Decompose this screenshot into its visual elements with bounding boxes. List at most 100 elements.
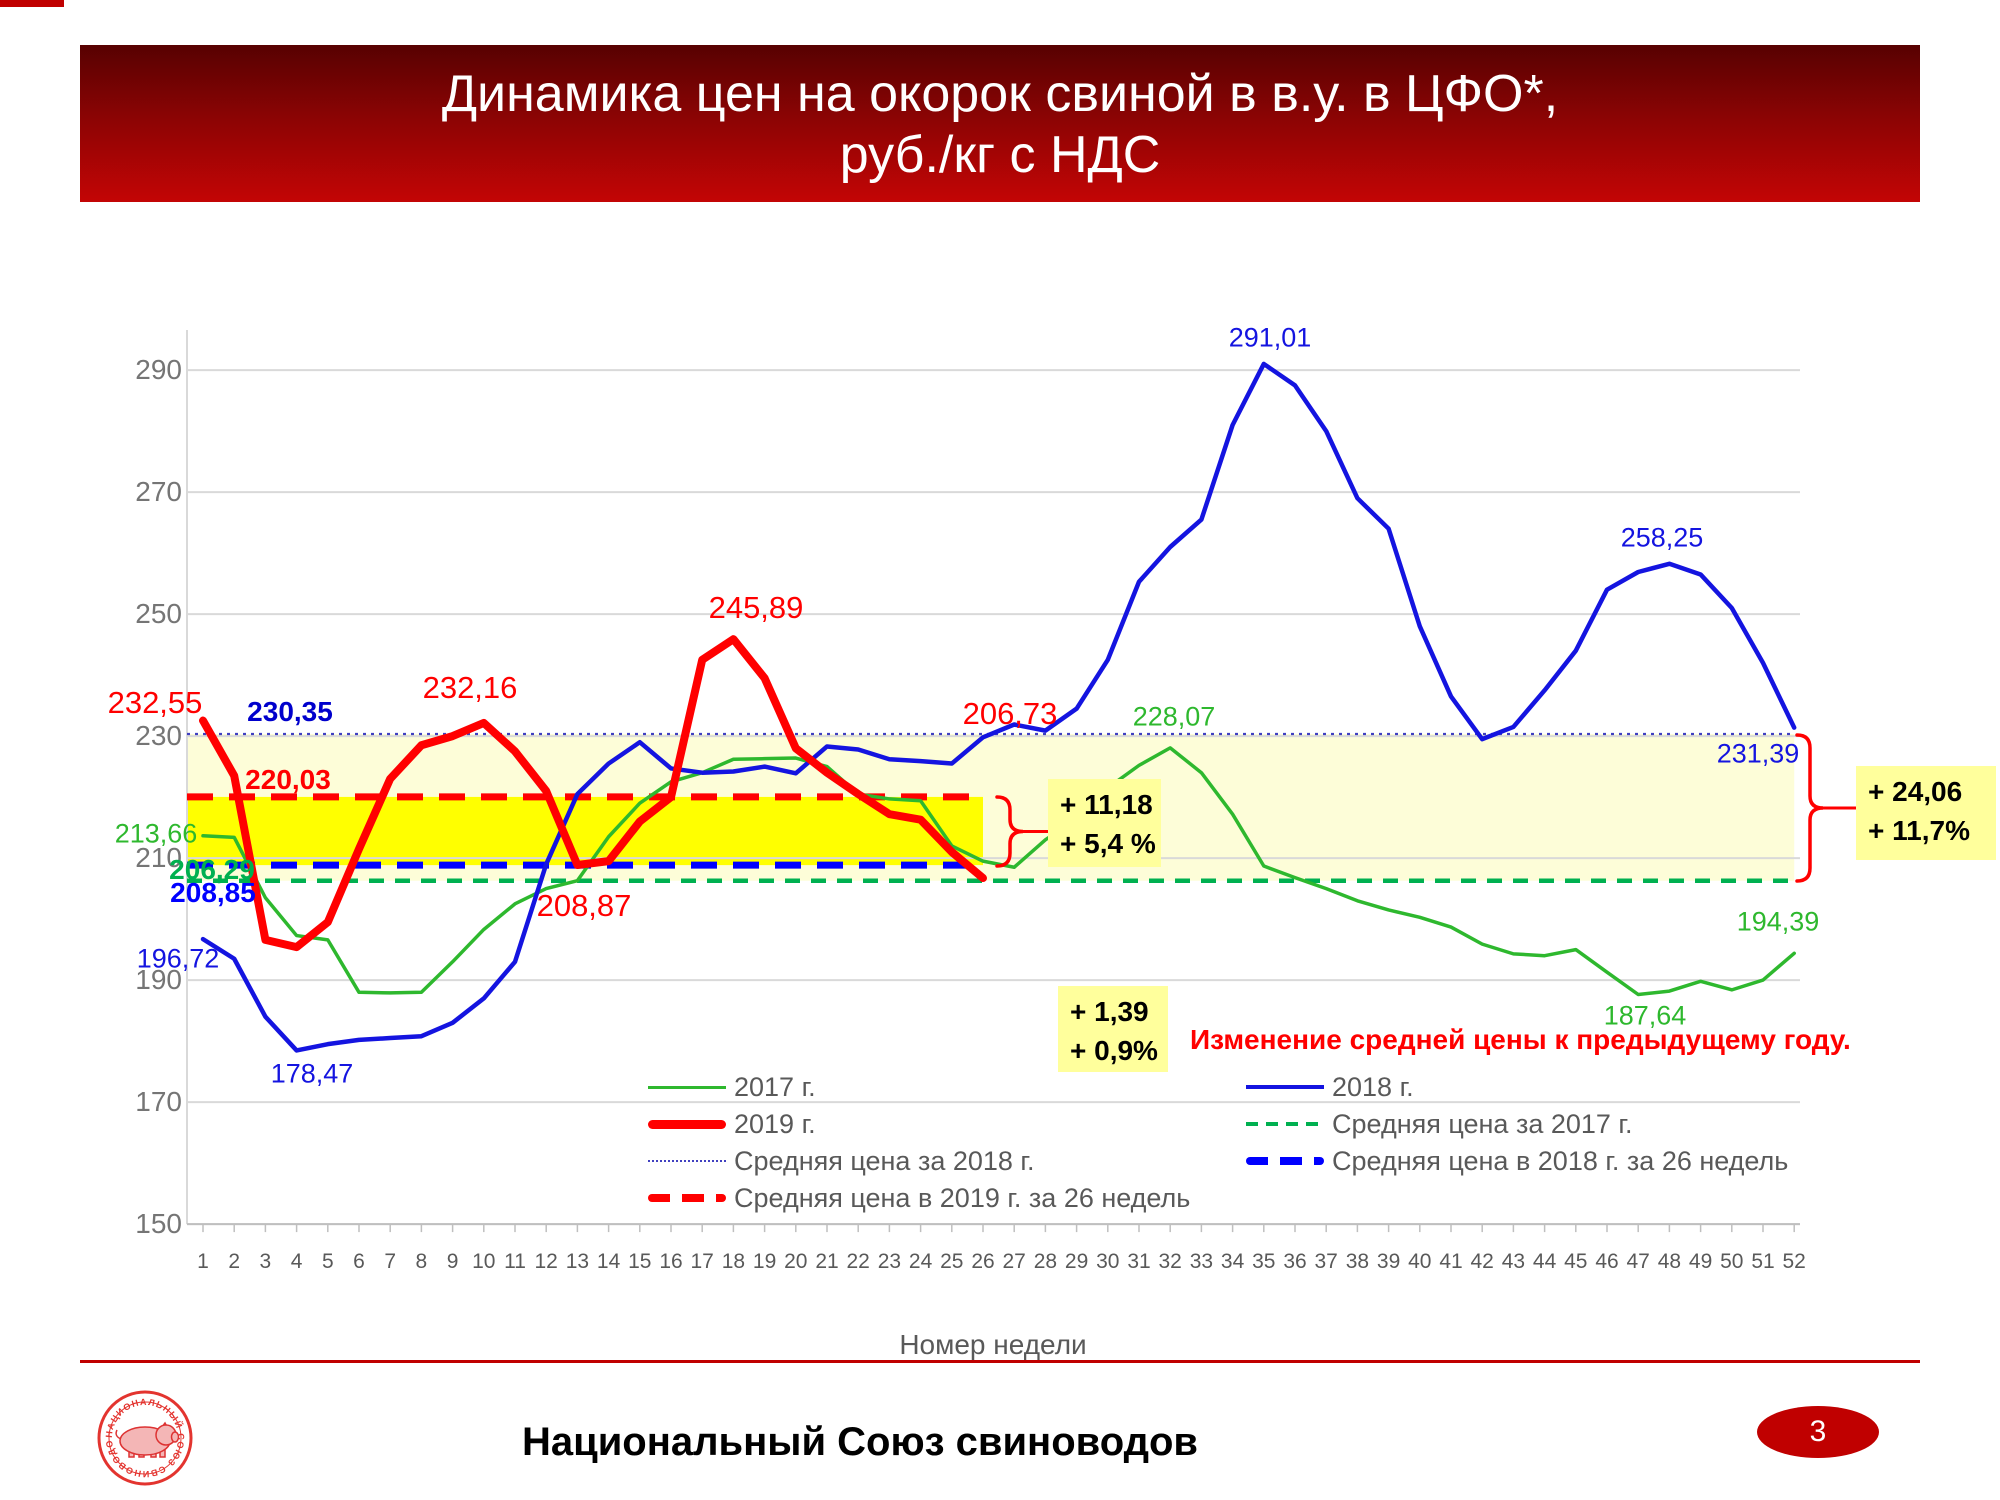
legend-swatch: [648, 1085, 726, 1089]
change-note: Изменение средней цены к предыдущему год…: [1190, 1024, 1851, 1055]
legend-item: Средняя цена за 2017 г.: [1246, 1106, 1632, 1142]
change-callout: + 1,39 + 0,9%: [1058, 986, 1168, 1072]
legend-label: Средняя цена за 2018 г.: [734, 1145, 1035, 1176]
legend-swatch: [1246, 1122, 1324, 1126]
page-number: 3: [1809, 1415, 1827, 1448]
legend-label: 2019 г.: [734, 1108, 816, 1139]
change-callout: + 24,06 + 11,7%: [1856, 766, 1996, 860]
legend-item: Средняя цена за 2018 г.: [648, 1143, 1034, 1179]
legend-label: Средняя цена в 2018 г. за 26 недель: [1332, 1145, 1789, 1176]
legend-label: 2017 г.: [734, 1071, 816, 1102]
x-tick-label: 42: [1470, 1250, 1494, 1273]
slide-title-banner: Динамика цен на окорок свиной в в.у. в Ц…: [80, 45, 1920, 202]
x-tick-label: 6: [353, 1250, 365, 1273]
x-tick-label: 39: [1376, 1250, 1401, 1273]
series-2018: [200, 361, 1797, 1053]
legend-label: Средняя цена в 2019 г. за 26 недель: [734, 1182, 1191, 1213]
x-tick-label: 36: [1283, 1250, 1307, 1273]
value-label: 232,55: [107, 685, 203, 720]
x-tick-label: 14: [596, 1250, 621, 1273]
x-tick-label: 43: [1501, 1250, 1526, 1273]
x-tick-label: 49: [1688, 1250, 1713, 1273]
y-tick-label: 290: [135, 354, 182, 386]
legend-item: Средняя цена в 2018 г. за 26 недель: [1246, 1143, 1788, 1179]
x-tick-label: 24: [908, 1250, 933, 1273]
legend-item: Средняя цена в 2019 г. за 26 недель: [648, 1180, 1190, 1216]
value-label: 231,39: [1716, 738, 1800, 769]
y-tick-label: 190: [135, 964, 182, 996]
value-label: 230,35: [247, 696, 333, 727]
legend-item: 2017 г.: [648, 1069, 816, 1105]
x-tick-label: 22: [846, 1250, 870, 1273]
value-label: 206,73: [962, 696, 1058, 731]
organization-logo: НАЦИОНАЛЬНЫЙ СОЮЗ СВИНОВОДОВ: [55, 1385, 193, 1486]
x-tick-label: 20: [784, 1250, 808, 1273]
value-label: 208,85: [170, 877, 256, 908]
y-tick-label: 270: [135, 476, 182, 508]
value-label: 178,47: [270, 1058, 354, 1089]
x-tick-label: 13: [565, 1250, 590, 1273]
value-label: 232,16: [422, 670, 518, 705]
legend-swatch: [1246, 1085, 1324, 1089]
x-tick-label: 38: [1345, 1250, 1370, 1273]
x-tick-label: 18: [721, 1250, 746, 1273]
value-label: 245,89: [708, 590, 804, 625]
x-tick-label: 26: [971, 1250, 995, 1273]
x-tick-label: 32: [1158, 1250, 1182, 1273]
footer-divider: [80, 1360, 1920, 1363]
x-tick-label: 35: [1252, 1250, 1276, 1273]
x-tick-label: 21: [815, 1250, 839, 1273]
x-tick-label: 46: [1595, 1250, 1619, 1273]
value-label: 194,39: [1736, 906, 1820, 937]
x-tick-label: 47: [1626, 1250, 1650, 1273]
y-tick-label: 170: [135, 1086, 182, 1118]
x-tick-label: 7: [384, 1250, 397, 1273]
x-tick-label: 41: [1439, 1250, 1463, 1273]
footer-organization-name: Национальный Союз свиноводов: [521, 1420, 1199, 1464]
x-tick-label: 12: [534, 1250, 558, 1273]
legend-swatch: [648, 1160, 726, 1162]
page-title-line1: Динамика цен на окорок свиной в в.у. в Ц…: [441, 65, 1559, 123]
value-label: 220,03: [245, 764, 331, 795]
x-axis-title: Номер недели: [899, 1329, 1087, 1360]
x-tick-label: 33: [1189, 1250, 1214, 1273]
x-tick-label: 52: [1782, 1250, 1806, 1273]
x-tick-label: 10: [472, 1250, 496, 1273]
value-label: 258,25: [1620, 522, 1704, 553]
x-tick-label: 50: [1720, 1250, 1744, 1273]
x-tick-label: 4: [290, 1250, 303, 1273]
x-tick-label: 51: [1751, 1250, 1775, 1273]
x-tick-label: 9: [446, 1250, 459, 1273]
y-tick-label: 210: [135, 842, 182, 874]
x-tick-label: 15: [628, 1250, 652, 1273]
top-left-accent-strip: [0, 0, 64, 7]
y-tick-label: 230: [135, 720, 182, 752]
x-tick-label: 16: [659, 1250, 683, 1273]
y-tick-label: 250: [135, 598, 182, 630]
x-tick-label: 31: [1127, 1250, 1151, 1273]
x-tick-label: 3: [259, 1250, 272, 1273]
legend-item: 2018 г.: [1246, 1069, 1414, 1105]
x-tick-label: 44: [1532, 1250, 1557, 1273]
legend-item: 2019 г.: [648, 1106, 816, 1142]
x-tick-label: 30: [1096, 1250, 1120, 1273]
x-tick-label: 19: [752, 1250, 777, 1273]
x-tick-label: 40: [1408, 1250, 1432, 1273]
x-tick-label: 29: [1064, 1250, 1089, 1273]
legend-swatch: [648, 1119, 726, 1129]
value-label: 213,66: [114, 818, 198, 849]
highlight-band: [187, 796, 983, 866]
value-label: 196,72: [136, 943, 220, 974]
x-tick-label: 1: [197, 1250, 209, 1273]
x-tick-label: 25: [940, 1250, 964, 1273]
page-title-line2: руб./кг с НДС: [839, 126, 1161, 184]
x-tick-label: 45: [1564, 1250, 1588, 1273]
x-tick-label: 37: [1314, 1250, 1338, 1273]
x-tick-label: 48: [1657, 1250, 1682, 1273]
legend-swatch: [1246, 1157, 1324, 1165]
page-number-badge: 3: [1757, 1406, 1879, 1458]
x-tick-label: 5: [321, 1250, 334, 1273]
brace: [1795, 733, 1824, 883]
